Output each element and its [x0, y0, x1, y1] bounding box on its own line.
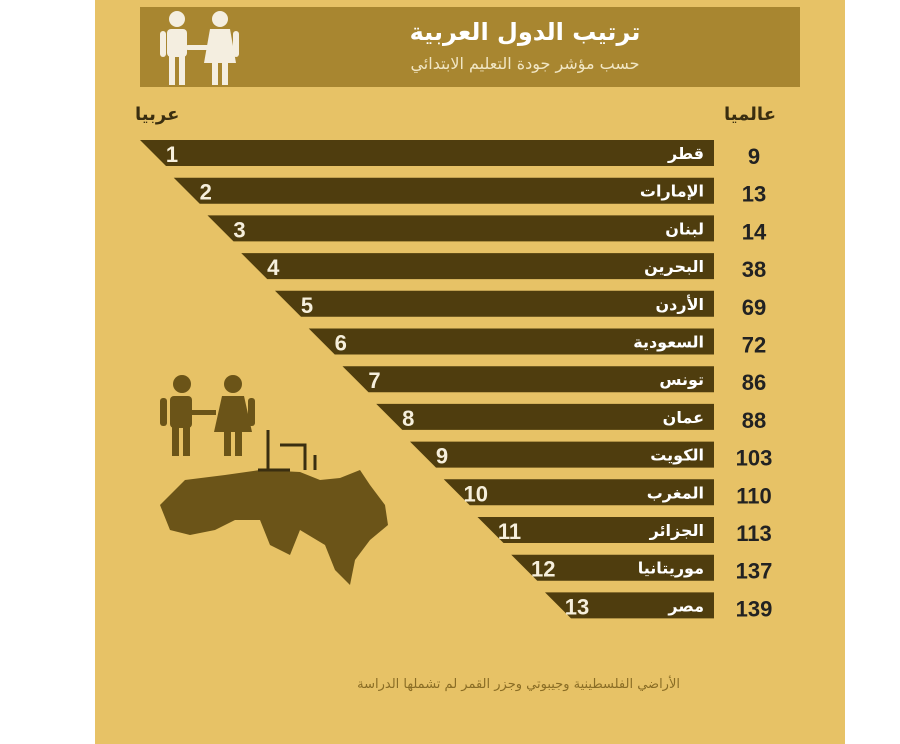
world-rank-label: 139	[736, 596, 773, 621]
arabic-letters-icon	[258, 430, 317, 472]
country-label-background	[634, 518, 708, 542]
arab-rank-label: 12	[531, 557, 555, 582]
bar	[140, 140, 714, 166]
bar	[342, 366, 714, 393]
country-label-background	[651, 216, 708, 241]
bar	[173, 177, 714, 204]
bar	[241, 253, 714, 280]
country-label: قطر	[667, 144, 704, 163]
country-label: البحرين	[644, 257, 704, 276]
bar	[308, 328, 714, 355]
world-rank-label: 86	[742, 370, 766, 395]
country-label-background	[632, 480, 708, 505]
country-label: لبنان	[665, 219, 704, 238]
bar	[207, 215, 714, 242]
country-label: مصر	[667, 596, 704, 615]
country-label: تونس	[659, 370, 704, 389]
country-label: الإمارات	[640, 182, 704, 201]
bar	[275, 290, 714, 317]
country-label-background	[619, 329, 708, 354]
world-rank-label: 14	[742, 219, 767, 244]
country-label: السعودية	[633, 333, 704, 352]
country-label: الكويت	[650, 446, 704, 465]
country-label-background	[630, 254, 708, 279]
arab-rank-label: 4	[267, 255, 280, 280]
chart-subtitle: حسب مؤشر جودة التعليم الابتدائي	[410, 54, 640, 73]
world-rank-label: 110	[736, 483, 772, 508]
country-label-background	[653, 593, 708, 618]
people-icon	[160, 375, 255, 456]
world-rank-label: 72	[742, 333, 766, 358]
footnote: الأراضي الفلسطينية وجيبوتي وجزر القمر لم…	[357, 677, 680, 692]
chart-title: ترتيب الدول العربية	[409, 18, 641, 46]
country-label-background	[636, 442, 708, 467]
world-rank-label: 69	[742, 295, 766, 320]
country-label: المغرب	[647, 483, 704, 502]
people-icon	[160, 11, 239, 85]
country-label-background	[623, 555, 708, 580]
world-rank-label: 9	[748, 144, 760, 169]
world-rank-label: 113	[736, 521, 772, 546]
header-banner: ترتيب الدول العربية حسب مؤشر جودة التعلي…	[140, 7, 800, 87]
country-label-background	[641, 291, 708, 316]
arab-rank-label: 11	[498, 519, 521, 544]
arab-rank-label: 1	[166, 142, 178, 167]
world-rank-label: 13	[742, 182, 766, 207]
country-label-background	[648, 404, 708, 429]
world-rank-label: 103	[736, 446, 773, 471]
arab-rank-label: 2	[200, 180, 212, 205]
country-label: عمان	[663, 408, 704, 427]
country-label-background	[625, 178, 708, 203]
arab-rank-label: 10	[464, 481, 488, 506]
country-label: الجزائر	[649, 521, 704, 540]
arab-rank-header: عربيا	[135, 104, 180, 125]
arab-rank-label: 9	[436, 444, 448, 469]
world-rank-label: 38	[742, 257, 766, 282]
bar	[376, 403, 714, 430]
arab-map-icon	[160, 470, 388, 585]
arab-rank-label: 5	[301, 293, 313, 318]
arab-rank-label: 6	[335, 331, 347, 356]
country-label-background	[645, 367, 708, 392]
arab-rank-label: 3	[233, 217, 245, 242]
arab-rank-label: 7	[368, 368, 380, 393]
arab-rank-label: 8	[402, 406, 414, 431]
country-label: الأردن	[656, 295, 704, 314]
world-rank-label: 88	[742, 408, 766, 433]
world-rank-header: عالميا	[724, 104, 776, 125]
country-label-background	[652, 141, 708, 165]
arab-rank-label: 13	[565, 594, 589, 619]
country-label: موريتانيا	[638, 559, 704, 578]
world-rank-label: 137	[736, 559, 773, 584]
